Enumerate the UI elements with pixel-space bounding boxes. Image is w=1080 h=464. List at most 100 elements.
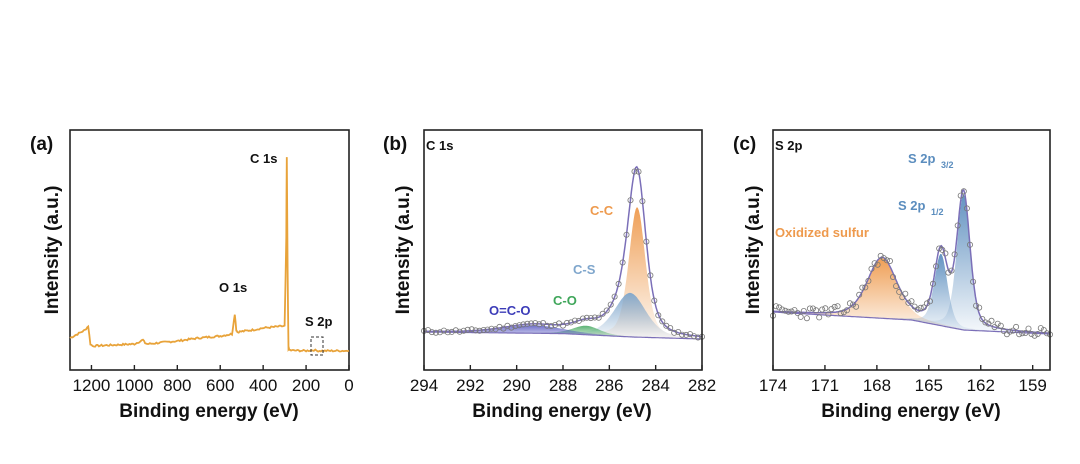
- panel-c-data-point: [862, 284, 869, 291]
- panel-b-data-point: [532, 320, 539, 327]
- panel-c-data-point: [868, 265, 875, 272]
- panel-c-data-point: [773, 303, 780, 310]
- panel-a: (a) 1200 1000 800 600 400 200 0 C 1s O 1s S 2p…: [30, 129, 354, 422]
- panel-c-data-point: [945, 269, 952, 276]
- panel-b-tick-label: 286: [595, 376, 623, 395]
- panel-c-data-point: [813, 307, 820, 314]
- s2p-1-2-label: S 2p 1/2: [898, 198, 944, 217]
- survey-spectrum-line: [69, 157, 350, 353]
- panel-b-data-point: [691, 333, 698, 340]
- panel-b-component-fill: [424, 325, 702, 339]
- panel-c-data-point: [828, 305, 835, 312]
- panel-c-data-point: [856, 291, 863, 298]
- panel-b-data-point: [464, 326, 471, 333]
- panel-b-data-point: [671, 329, 678, 336]
- panel-a-tick-label: 0: [344, 376, 353, 395]
- panel-c-data-point: [997, 322, 1004, 329]
- panel-c-tick-label: 159: [1019, 376, 1047, 395]
- panel-b-data-point: [468, 326, 475, 333]
- panel-b-tick-label: 282: [688, 376, 716, 395]
- panel-c-tick-label: 174: [759, 376, 787, 395]
- panel-c-data-point: [982, 319, 989, 326]
- panel-c-data-point: [967, 241, 974, 248]
- co-component-label: C-O: [553, 293, 577, 308]
- panel-a-tick-label: 200: [292, 376, 320, 395]
- panel-c-data-point: [1000, 327, 1007, 334]
- s2p-3-2-label-sub: 3/2: [941, 160, 954, 170]
- panel-c-x-axis-label: Binding energy (eV): [821, 401, 1000, 422]
- panel-c-data-point: [779, 306, 786, 313]
- panel-c-component-fill: [773, 253, 1050, 334]
- panel-b-data-point: [552, 321, 559, 328]
- panel-b-data-point: [432, 329, 439, 336]
- panel-b-data-point: [548, 322, 555, 329]
- panel-b-data-point: [516, 322, 523, 329]
- panel-c-data-point: [994, 320, 1001, 327]
- panel-b-data-point: [635, 168, 642, 175]
- panel-a-frame: [69, 129, 350, 371]
- panel-b-data-point: [444, 329, 451, 336]
- panel-b-data-point: [428, 329, 435, 336]
- panel-b-tick-label: 290: [502, 376, 530, 395]
- o1s-peak-label: O 1s: [219, 280, 247, 295]
- panel-c-data-point: [930, 280, 937, 287]
- panel-c: (c) S 2p 174 171 168 165 162 159 Oxidized sul…: [733, 129, 1054, 422]
- cs-component-label: C-S: [573, 262, 596, 277]
- panel-a-y-axis-label: Intensity (a.u.): [42, 186, 63, 315]
- panel-c-data-point: [825, 311, 832, 318]
- panel-c-data-point: [1013, 323, 1020, 330]
- panel-b-data-point: [643, 238, 650, 245]
- panel-c-data-point: [776, 304, 783, 311]
- panel-b-tick-label: 294: [410, 376, 438, 395]
- panel-c-data-point: [963, 205, 970, 212]
- panel-c-data-point: [948, 267, 955, 274]
- panel-b-data-point: [591, 314, 598, 321]
- panel-c-data-point: [954, 222, 961, 229]
- panel-b-data-point: [524, 320, 531, 327]
- panel-c-data-point: [917, 304, 924, 311]
- panel-b-letter: (b): [383, 134, 407, 155]
- panel-c-data-point: [896, 288, 903, 295]
- panel-b-data-point: [655, 312, 662, 319]
- panel-b-data-point: [500, 325, 507, 332]
- s2p-peak-label: S 2p: [305, 314, 333, 329]
- panel-c-data-point: [1031, 332, 1038, 339]
- panel-b-data-point: [587, 315, 594, 322]
- panel-c-data-point: [831, 303, 838, 310]
- panel-c-data-point: [822, 305, 829, 312]
- panel-b-data-point: [667, 324, 674, 331]
- panel-c-data-point: [834, 303, 841, 310]
- oco-component-label: O=C-O: [489, 303, 531, 318]
- panel-b-data-point: [619, 259, 626, 266]
- panel-c-data-point: [782, 307, 789, 314]
- panel-b-data-point: [488, 325, 495, 332]
- panel-c-data-point: [1034, 330, 1041, 337]
- panel-b-x-ticks: 294 292 290 288 286 284 282: [410, 365, 716, 395]
- s2p-data-points: [770, 188, 1054, 339]
- panel-b-data-point: [679, 331, 686, 338]
- panel-b-tick-label: 288: [549, 376, 577, 395]
- panel-b-tick-label: 284: [641, 376, 669, 395]
- c1s-background-line: [424, 331, 702, 340]
- panel-c-data-point: [883, 257, 890, 264]
- panel-a-tick-label: 400: [249, 376, 277, 395]
- panel-c-data-point: [1028, 330, 1035, 337]
- panel-b-data-point: [571, 317, 578, 324]
- panel-b-data-point: [456, 328, 463, 335]
- panel-c-data-point: [1025, 325, 1032, 332]
- panel-c-data-point: [874, 261, 881, 268]
- panel-c-data-point: [853, 303, 860, 310]
- c1s-peak-label: C 1s: [250, 151, 277, 166]
- panel-a-tick-label: 600: [206, 376, 234, 395]
- panel-c-data-point: [788, 308, 795, 315]
- oxidized-sulfur-label: Oxidized sulfur: [775, 225, 869, 240]
- panel-b-inset-title: C 1s: [426, 138, 453, 153]
- panel-b-data-point: [599, 310, 606, 317]
- panel-b-data-point: [595, 314, 602, 321]
- panel-b-data-point: [603, 307, 610, 314]
- s2p-envelope-line: [773, 188, 1051, 334]
- panel-b-data-point: [651, 297, 658, 304]
- panel-b-data-point: [476, 327, 483, 334]
- panel-c-data-point: [816, 314, 823, 321]
- panel-c-data-point: [908, 298, 915, 305]
